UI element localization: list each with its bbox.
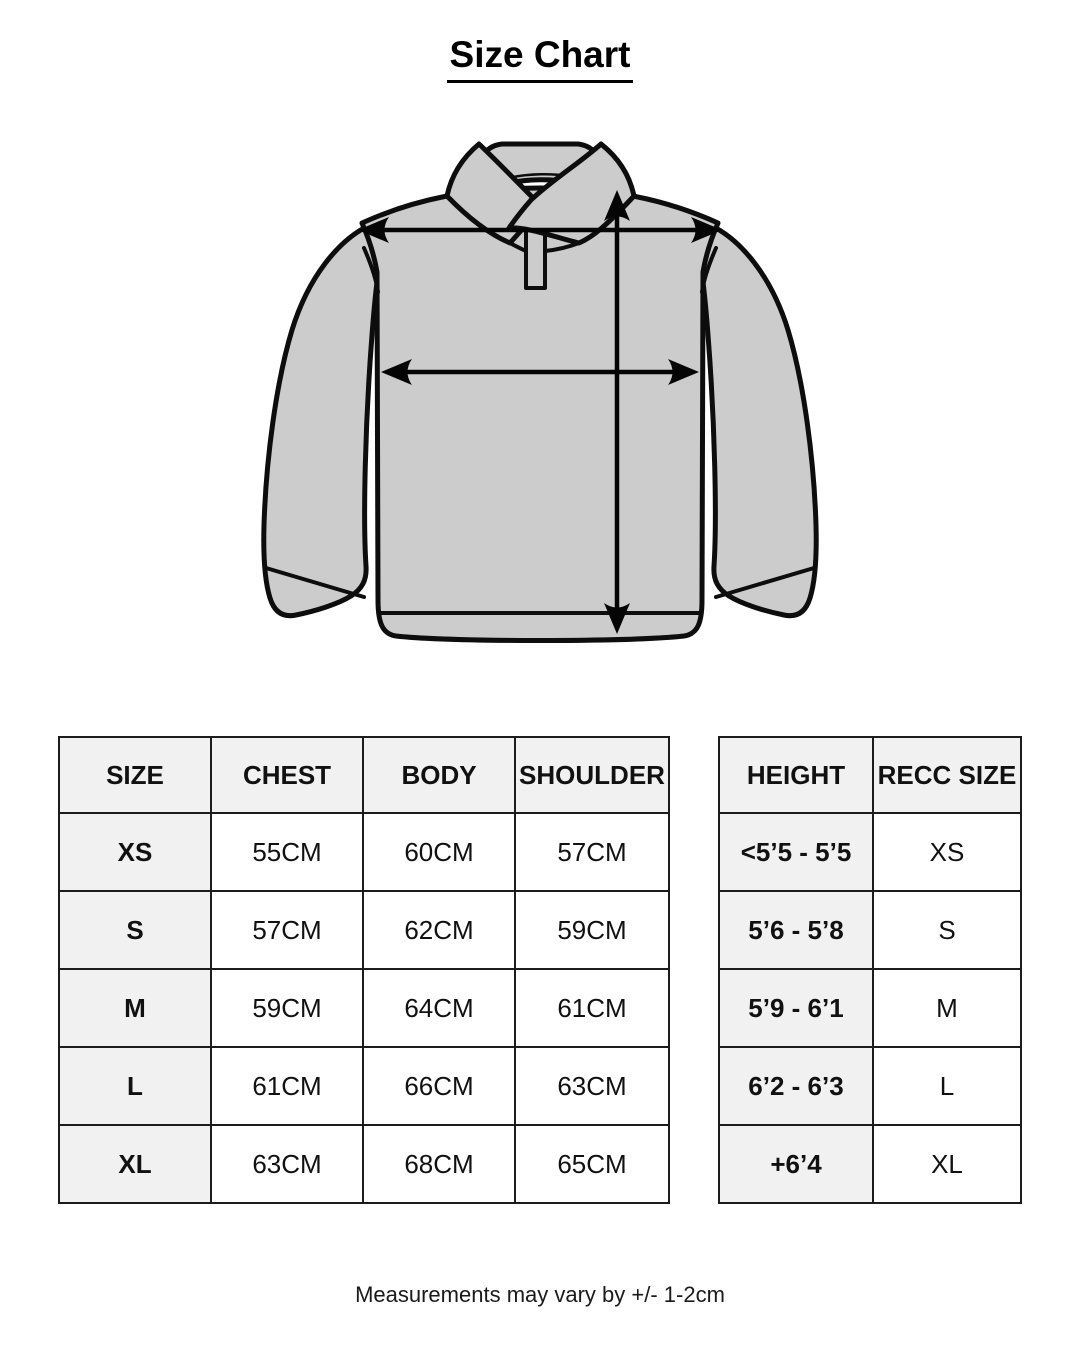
size-table-header-row: SIZE CHEST BODY SHOULDER xyxy=(58,736,670,814)
neckline-left-seam xyxy=(508,241,528,253)
size-table-header-chest: CHEST xyxy=(210,736,364,814)
footer-note: Measurements may vary by +/- 1-2cm xyxy=(355,1282,725,1307)
height-table-header-row: HEIGHT RECC SIZE xyxy=(718,736,1022,814)
size-table-header-shoulder: SHOULDER xyxy=(514,736,670,814)
table-row: +6’4 XL xyxy=(718,1124,1022,1204)
page-title: Size Chart xyxy=(446,34,634,83)
shoulder-arrowhead-left xyxy=(358,217,389,243)
body-arrowhead-top xyxy=(604,190,630,221)
table-row: <5’5 - 5’5 XS xyxy=(718,812,1022,892)
shoulder-value-cell: 57CM xyxy=(514,812,670,892)
shoulder-value-cell: 63CM xyxy=(514,1046,670,1126)
height-table-header-height: HEIGHT xyxy=(718,736,874,814)
body-arrowhead-bottom xyxy=(604,603,630,634)
recc-size-cell: XL xyxy=(872,1124,1022,1204)
size-table-header-body: BODY xyxy=(362,736,516,814)
body-value-cell: 66CM xyxy=(362,1046,516,1126)
shirt-shape-group xyxy=(261,141,819,643)
recc-size-cell: L xyxy=(872,1046,1022,1126)
size-table-header-size: SIZE xyxy=(58,736,212,814)
shoulder-arrowhead-right xyxy=(691,217,722,243)
table-row: 6’2 - 6’3 L xyxy=(718,1046,1022,1126)
recc-size-cell: XS xyxy=(872,812,1022,892)
page-title-row: Size Chart xyxy=(0,34,1080,83)
chest-arrowhead-right xyxy=(668,359,699,385)
table-row: M 59CM 64CM 61CM xyxy=(58,968,670,1048)
body-value-cell: 62CM xyxy=(362,890,516,970)
neckline-right-seam xyxy=(543,241,581,253)
size-label-cell: M xyxy=(58,968,212,1048)
left-sleeve xyxy=(261,222,387,619)
shoulder-value-cell: 61CM xyxy=(514,968,670,1048)
size-label-cell: L xyxy=(58,1046,212,1126)
body-value-cell: 64CM xyxy=(362,968,516,1048)
size-label-cell: S xyxy=(58,890,212,970)
chest-value-cell: 57CM xyxy=(210,890,364,970)
measurement-arrows xyxy=(358,190,722,634)
table-row: 5’9 - 6’1 M xyxy=(718,968,1022,1048)
table-row: 5’6 - 5’8 S xyxy=(718,890,1022,970)
recc-size-cell: S xyxy=(872,890,1022,970)
chest-arrowhead-left xyxy=(381,359,412,385)
height-range-cell: 5’6 - 5’8 xyxy=(718,890,874,970)
torso xyxy=(359,185,721,643)
right-sleeve xyxy=(693,222,819,619)
chest-value-cell: 63CM xyxy=(210,1124,364,1204)
shoulder-value-cell: 59CM xyxy=(514,890,670,970)
height-range-cell: 6’2 - 6’3 xyxy=(718,1046,874,1126)
height-range-cell: 5’9 - 6’1 xyxy=(718,968,874,1048)
size-label-cell: XS xyxy=(58,812,212,892)
size-label-cell: XL xyxy=(58,1124,212,1204)
height-table-header-recc-size: RECC SIZE xyxy=(872,736,1022,814)
body-value-cell: 68CM xyxy=(362,1124,516,1204)
left-armhole-seam xyxy=(362,246,380,294)
height-range-cell: +6’4 xyxy=(718,1124,874,1204)
table-row: XS 55CM 60CM 57CM xyxy=(58,812,670,892)
table-row: L 61CM 66CM 63CM xyxy=(58,1046,670,1126)
left-cuff-seam xyxy=(264,566,366,599)
shirt-diagram xyxy=(250,130,830,675)
chest-value-cell: 55CM xyxy=(210,812,364,892)
chest-value-cell: 59CM xyxy=(210,968,364,1048)
shoulder-value-cell: 65CM xyxy=(514,1124,670,1204)
shirt-illustration-svg xyxy=(261,141,819,643)
body-value-cell: 60CM xyxy=(362,812,516,892)
height-table: HEIGHT RECC SIZE <5’5 - 5’5 XS 5’6 - 5’8… xyxy=(718,736,1022,1204)
table-row: XL 63CM 68CM 65CM xyxy=(58,1124,670,1204)
height-range-cell: <5’5 - 5’5 xyxy=(718,812,874,892)
table-row: S 57CM 62CM 59CM xyxy=(58,890,670,970)
right-cuff-seam xyxy=(714,566,816,599)
chest-value-cell: 61CM xyxy=(210,1046,364,1126)
size-table: SIZE CHEST BODY SHOULDER XS 55CM 60CM 57… xyxy=(58,736,670,1204)
right-armhole-seam xyxy=(700,246,718,294)
collar-right-flap xyxy=(506,141,637,246)
recc-size-cell: M xyxy=(872,968,1022,1048)
